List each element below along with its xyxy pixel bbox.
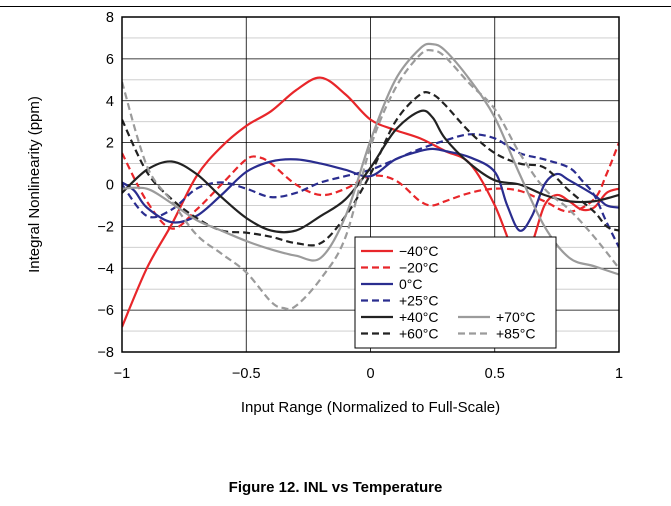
- legend-box: [354, 236, 557, 349]
- x-tick-label: 1: [615, 366, 623, 382]
- figure-caption: Figure 12. INL vs Temperature: [228, 479, 443, 496]
- legend-label: +25°C: [399, 293, 438, 309]
- y-tick-label: −2: [97, 219, 114, 235]
- plot-frame: [121, 16, 620, 353]
- y-tick-label: 8: [106, 10, 114, 26]
- y-axis-label: Integral Nonlinearity (ppm): [26, 96, 43, 273]
- inl-line-chart: −8 −6 −4 −2 0 2 4 6 8 −1 −0.5 0 0.5 1 Input Range (No…: [26, 10, 623, 416]
- y-tick-label: 2: [106, 136, 114, 152]
- legend-label: +85°C: [496, 326, 535, 342]
- legend-label: −40°C: [399, 243, 438, 259]
- top-rule: [0, 6, 671, 7]
- y-tick-label: 6: [106, 52, 114, 68]
- legend-label: −20°C: [399, 260, 438, 276]
- tick-labels: −8 −6 −4 −2 0 2 4 6 8 −1 −0.5 0 0.5 1: [97, 10, 623, 382]
- y-tick-label: −6: [97, 303, 114, 319]
- legend: −40°C−20°C0°C+25°C+40°C+60°C +70°C+85°C: [354, 236, 557, 349]
- series-line: [122, 42, 619, 276]
- series-line: [122, 142, 619, 230]
- series-lines: [122, 42, 619, 328]
- y-tick-label: 4: [106, 94, 114, 110]
- x-tick-label: 0.5: [485, 366, 505, 382]
- y-tick-label: 0: [106, 178, 114, 194]
- legend-label: 0°C: [399, 276, 423, 292]
- legend-label: +70°C: [496, 309, 535, 325]
- legend-label: +60°C: [399, 326, 438, 342]
- x-tick-label: −1: [114, 366, 131, 382]
- series-line: [122, 48, 619, 311]
- y-tick-label: −8: [97, 345, 114, 361]
- x-tick-label: 0: [366, 366, 374, 382]
- y-tick-label: −4: [97, 261, 114, 277]
- legend-label: +40°C: [399, 309, 438, 325]
- series-line: [122, 133, 619, 248]
- x-tick-label: −0.5: [232, 366, 261, 382]
- x-axis-label: Input Range (Normalized to Full-Scale): [241, 399, 500, 416]
